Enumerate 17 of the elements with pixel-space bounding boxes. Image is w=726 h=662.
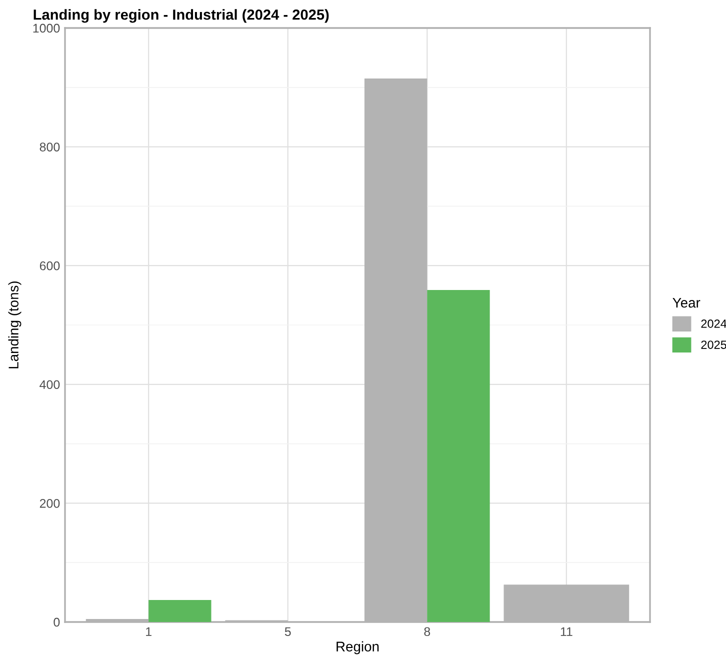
y-tick-label: 1000: [33, 24, 60, 33]
y-axis-title: Landing (tons): [8, 281, 22, 368]
y-tick-label: 400: [40, 380, 60, 390]
y-tick-label: 600: [40, 261, 60, 270]
y-tick-label: 800: [40, 142, 60, 152]
x-axis-title: Region: [336, 641, 379, 654]
x-tick-label: 1: [146, 627, 152, 636]
legend-title: Year: [672, 298, 700, 308]
bar: [427, 290, 490, 622]
x-tick-label: 11: [560, 627, 572, 636]
x-tick-label: 5: [284, 627, 291, 636]
bar: [148, 600, 212, 622]
legend-label: 2025: [701, 340, 726, 349]
y-tick-label: 200: [40, 499, 60, 508]
y-tick-label: 0: [54, 618, 60, 627]
x-tick-label: 8: [424, 627, 430, 636]
chart-title: Landing by region - Industrial (2024 - 2025): [34, 9, 329, 23]
